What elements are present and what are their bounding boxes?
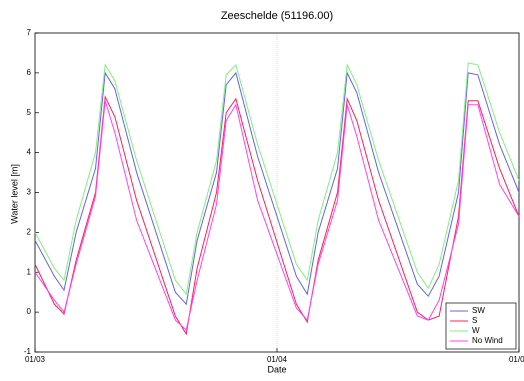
legend-label: S xyxy=(472,316,477,325)
y-tick-label: -1 xyxy=(24,347,32,356)
x-tick-label: 01/03 xyxy=(25,355,46,364)
legend-label: W xyxy=(472,326,480,335)
y-tick-label: 2 xyxy=(27,227,32,236)
series-line xyxy=(34,71,520,306)
y-tick-label: 6 xyxy=(27,68,32,77)
y-tick-label: 1 xyxy=(27,267,32,276)
x-tick-label: 01/04 xyxy=(267,355,288,364)
chart-title: Zeeschelde (51196.00) xyxy=(221,10,333,22)
legend-label: SW xyxy=(472,306,485,315)
series-line xyxy=(34,62,520,296)
y-tick-label: 3 xyxy=(27,188,32,197)
y-axis-label: Water level [m] xyxy=(9,164,19,224)
y-tick-label: 7 xyxy=(27,28,32,37)
series-line xyxy=(34,100,520,332)
y-tick-label: 0 xyxy=(27,307,32,316)
legend-label: No Wind xyxy=(472,336,503,345)
y-tick-label: 4 xyxy=(27,148,32,157)
y-tick-label: 5 xyxy=(27,108,32,117)
x-axis-label: Date xyxy=(267,364,286,374)
x-tick-label: 01/05 xyxy=(509,355,524,364)
